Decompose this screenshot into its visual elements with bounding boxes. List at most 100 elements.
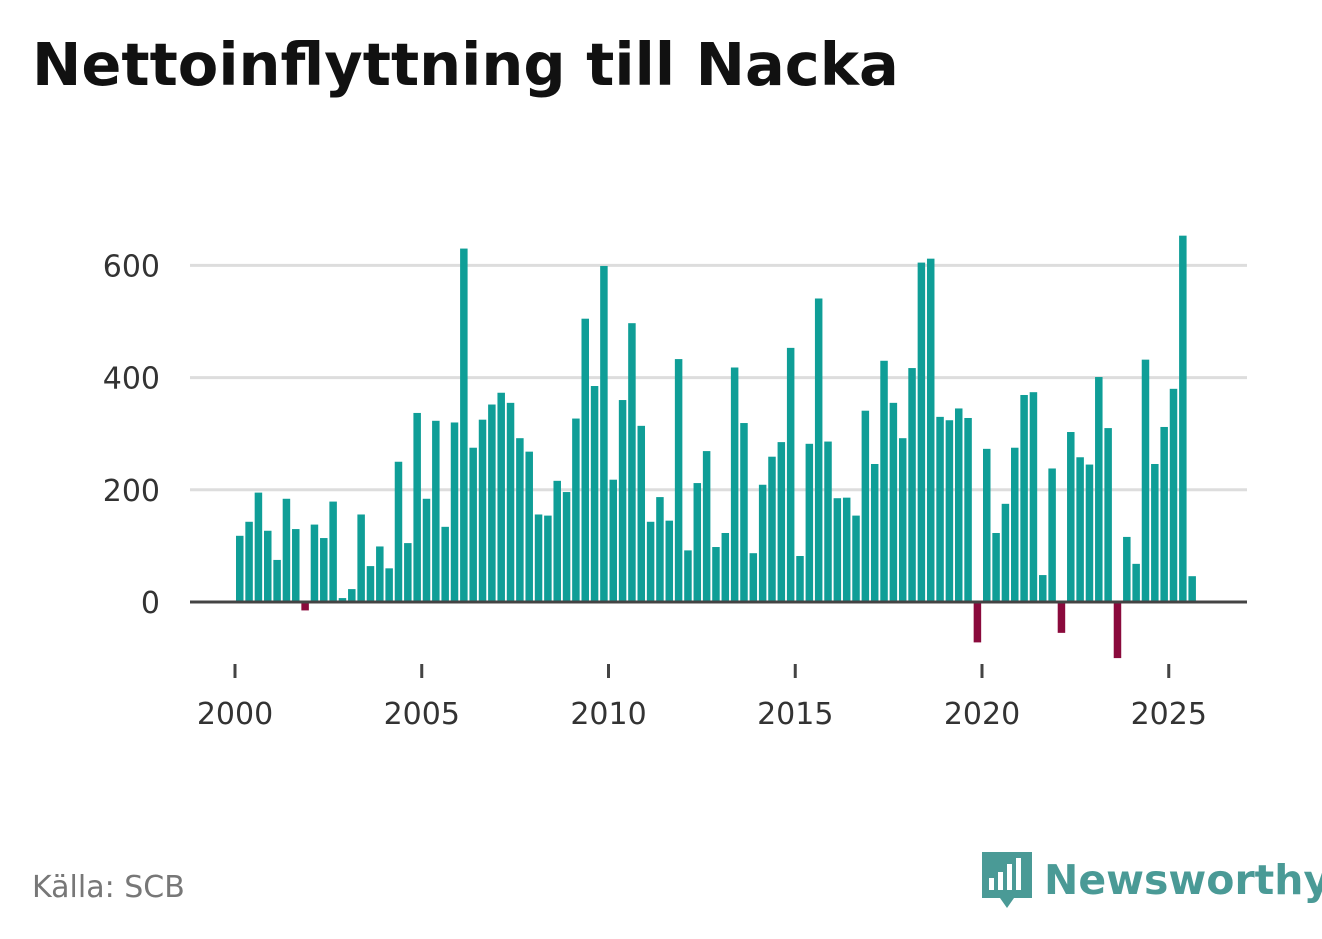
data-bar <box>282 498 291 602</box>
y-tick-label: 600 <box>103 249 160 284</box>
data-bar <box>1076 457 1084 602</box>
chart-title: Nettoinflyttning till Nacka <box>32 30 899 99</box>
data-bar <box>983 448 991 602</box>
data-bar <box>712 547 720 602</box>
x-tick-label: 2015 <box>757 697 833 732</box>
data-bar <box>516 438 524 602</box>
data-bar <box>880 360 888 602</box>
bar-chart: 0 200 400 600 2000 2005 2010 2015 2020 2025 <box>103 235 1247 732</box>
data-bar <box>1001 503 1010 602</box>
data-bar <box>973 602 982 643</box>
data-bar <box>422 498 431 602</box>
chart-area: 0 200 400 600 2000 2005 2010 2015 2020 2025 <box>103 235 1247 732</box>
data-bar <box>926 258 935 602</box>
data-bar <box>357 514 365 602</box>
data-bar <box>385 568 393 602</box>
data-bar <box>1029 392 1038 602</box>
data-bar <box>768 456 776 602</box>
data-bar <box>656 497 664 602</box>
data-bar <box>693 483 702 602</box>
data-bar <box>833 498 842 602</box>
data-bar <box>665 520 674 602</box>
data-bar <box>674 359 683 602</box>
data-bar <box>684 550 692 602</box>
data-bar <box>628 323 636 602</box>
y-tick-label: 400 <box>103 362 160 397</box>
data-bar <box>852 515 860 602</box>
data-bar <box>432 420 440 602</box>
data-bar <box>413 412 421 602</box>
data-bar <box>1113 602 1122 659</box>
data-bar <box>254 492 263 602</box>
data-bar <box>264 530 272 602</box>
data-bar <box>889 402 898 602</box>
data-bar <box>1104 428 1112 602</box>
data-bar <box>534 514 543 602</box>
data-bar <box>1151 463 1159 602</box>
data-bar <box>992 532 1000 602</box>
data-bar <box>637 425 646 602</box>
data-bar <box>954 408 963 602</box>
data-bar <box>1085 464 1094 602</box>
data-bar <box>1011 447 1019 602</box>
data-bar <box>497 392 505 602</box>
data-bar <box>917 262 926 602</box>
data-bar <box>1020 394 1028 602</box>
x-tick-label: 2000 <box>197 697 273 732</box>
data-bar <box>1057 602 1066 633</box>
data-bar <box>236 535 244 602</box>
data-bar <box>609 479 617 602</box>
data-bar <box>646 521 655 602</box>
data-bar <box>366 566 375 602</box>
data-bar <box>441 526 449 602</box>
data-bar <box>544 515 552 602</box>
data-bar <box>478 419 487 602</box>
data-bar <box>525 451 533 602</box>
data-bar <box>786 347 795 602</box>
data-bar <box>824 441 832 602</box>
data-bar <box>1160 426 1168 602</box>
data-bar <box>1123 536 1131 602</box>
data-bar <box>721 532 730 602</box>
data-bar <box>329 501 337 602</box>
data-bar <box>348 589 356 602</box>
data-bar <box>553 480 561 602</box>
brand-logo[interactable]: Newsworthy <box>980 850 1322 910</box>
data-bar <box>758 484 767 602</box>
data-bar <box>488 404 496 602</box>
data-bar <box>1132 563 1140 602</box>
x-tick-label: 2010 <box>570 697 646 732</box>
data-bar <box>310 524 319 602</box>
data-bar <box>1095 377 1103 602</box>
data-bar <box>1048 468 1056 602</box>
y-tick-label: 200 <box>103 474 160 509</box>
data-bar <box>1169 388 1178 602</box>
data-bar <box>1141 359 1150 602</box>
data-bar <box>572 418 580 602</box>
data-bar <box>814 298 823 602</box>
brand-name: Newsworthy <box>1044 856 1322 904</box>
data-bar <box>861 410 870 602</box>
data-bar <box>376 546 384 602</box>
data-bar <box>842 497 851 602</box>
data-bar <box>805 443 814 602</box>
x-tick-label: 2025 <box>1131 697 1207 732</box>
data-bar <box>1067 432 1075 602</box>
data-bar <box>796 555 804 602</box>
data-bar <box>600 265 608 602</box>
data-bar <box>590 386 599 602</box>
data-bar <box>338 598 347 602</box>
x-tick-label: 2020 <box>944 697 1020 732</box>
data-bar <box>870 463 879 602</box>
data-bar <box>320 538 328 602</box>
data-bar <box>469 447 477 602</box>
data-bar <box>1179 235 1187 603</box>
data-bar <box>301 602 309 611</box>
x-tick-label: 2005 <box>384 697 460 732</box>
data-bar <box>936 416 944 602</box>
data-bar <box>273 559 281 602</box>
data-bar <box>460 248 468 602</box>
data-bar <box>898 438 907 602</box>
data-bar <box>292 529 300 602</box>
data-bar <box>506 402 515 602</box>
